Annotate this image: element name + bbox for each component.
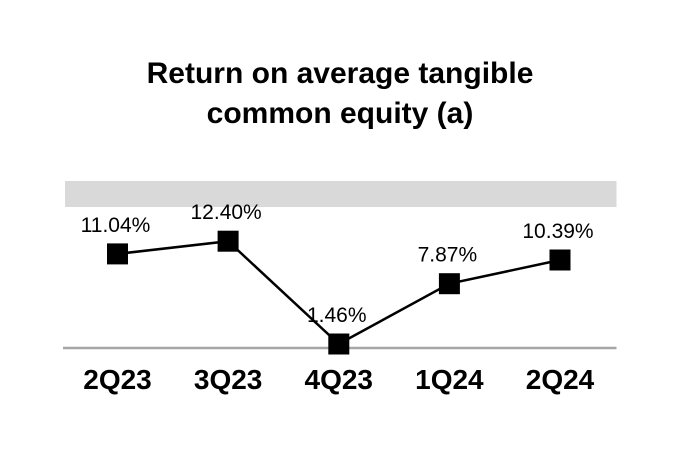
data-label-3Q23: 12.40% (191, 201, 262, 224)
x-tick-label-2Q24: 2Q24 (526, 364, 595, 395)
series-line (117, 239, 561, 346)
x-tick-label-2Q23: 2Q23 (83, 364, 152, 395)
data-point-marker-4Q23 (328, 333, 350, 355)
data-point-marker-3Q23 (217, 230, 239, 252)
data-label-1Q24: 7.87% (418, 244, 478, 267)
data-point-marker-2Q23 (107, 243, 128, 265)
highlight-band (65, 181, 617, 207)
x-tick-label-4Q23: 4Q23 (305, 364, 374, 395)
data-label-2Q24: 10.39% (522, 220, 593, 243)
x-tick-label-1Q24: 1Q24 (415, 364, 484, 395)
chart-title: Return on average tangible common equity… (146, 57, 534, 130)
data-label-4Q23: 1.46% (307, 304, 367, 327)
data-point-marker-1Q24 (438, 273, 460, 295)
data-point-marker-2Q24 (549, 249, 571, 271)
x-tick-label-3Q23: 3Q23 (194, 364, 263, 395)
data-label-2Q23: 11.04% (81, 214, 151, 237)
